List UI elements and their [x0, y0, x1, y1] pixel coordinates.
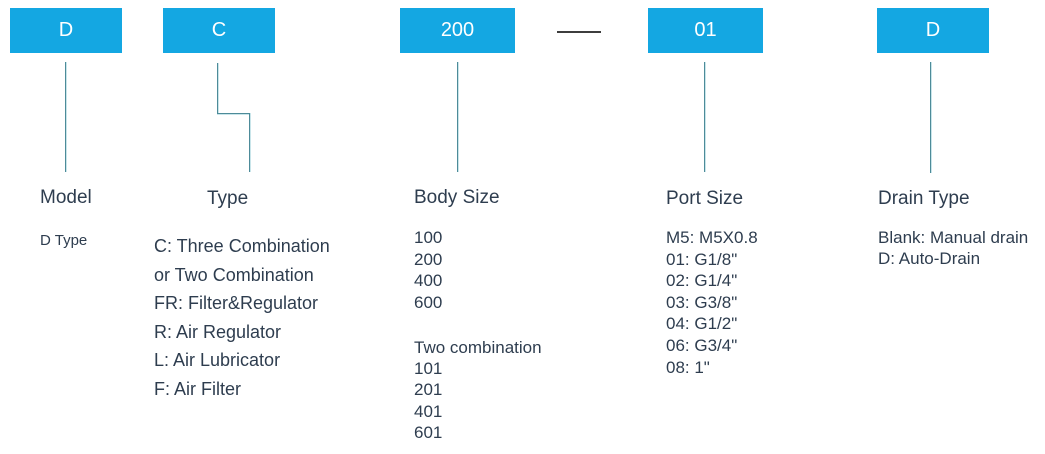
column-label-body-size: Body Size: [414, 187, 500, 208]
type-option: FR: Filter&Regulator: [154, 293, 319, 314]
code-box-body-size: 200: [400, 8, 515, 53]
port-size-option: 02: G1/4": [666, 271, 738, 291]
port-size-option: M5: M5X0.8: [666, 228, 758, 247]
connector-line-model: [65, 62, 66, 172]
port-size-option: 08: 1": [666, 357, 710, 377]
port-size-options: M5: M5X0.8 01: G1/8" 02: G1/4" 03: G3/8"…: [666, 227, 758, 378]
body-size-option: 201: [414, 380, 443, 400]
column-label-port-size: Port Size: [666, 188, 744, 209]
connector-line-port-size: [704, 62, 705, 172]
type-option: C: Three Combination: [154, 236, 330, 256]
body-size-option: 200: [414, 249, 443, 269]
body-size-option: 600: [414, 293, 443, 313]
body-size-option: 101: [414, 359, 443, 379]
type-option: F: Air Filter: [154, 378, 242, 399]
type-option: L: Air Lubricator: [154, 350, 281, 371]
body-size-two-combination-options: Two combination 101 201 401 601: [414, 337, 542, 443]
connector-line-type-lower: [249, 113, 250, 172]
type-option: or Two Combination: [154, 264, 314, 285]
column-label-type: Type: [207, 188, 249, 209]
drain-type-option: Blank: Manual drain: [878, 228, 1029, 247]
body-size-option: 601: [414, 422, 443, 442]
separator-dash: [557, 31, 601, 33]
port-size-option: 01: G1/8": [666, 249, 738, 269]
body-size-option: 100: [414, 228, 443, 247]
port-size-option: 03: G3/8": [666, 292, 738, 312]
port-size-option: 04: G1/2": [666, 314, 738, 334]
code-box-drain-type: D: [877, 8, 989, 53]
column-label-model: Model: [40, 187, 92, 208]
body-size-option: 400: [414, 271, 443, 291]
connector-line-body-size: [457, 62, 458, 172]
type-options: C: Three Combination or Two Combination …: [154, 232, 330, 404]
type-option: R: Air Regulator: [154, 321, 282, 342]
model-options: D Type: [40, 230, 87, 251]
column-label-drain-type: Drain Type: [878, 188, 970, 209]
connector-line-drain-type: [930, 62, 931, 173]
body-size-subheading: Two combination: [414, 338, 542, 357]
code-box-port-size: 01: [648, 8, 763, 53]
drain-type-options: Blank: Manual drain D: Auto-Drain: [878, 228, 1028, 269]
code-box-type: C: [163, 8, 275, 53]
body-size-options: 100 200 400 600: [414, 227, 442, 314]
drain-type-option: D: Auto-Drain: [878, 248, 981, 268]
port-size-option: 06: G3/4": [666, 335, 738, 355]
model-option: D Type: [40, 232, 88, 249]
body-size-option: 401: [414, 401, 443, 421]
code-box-model: D: [10, 8, 122, 53]
connector-line-type-elbow: [217, 113, 250, 114]
connector-line-type-upper: [217, 63, 218, 114]
